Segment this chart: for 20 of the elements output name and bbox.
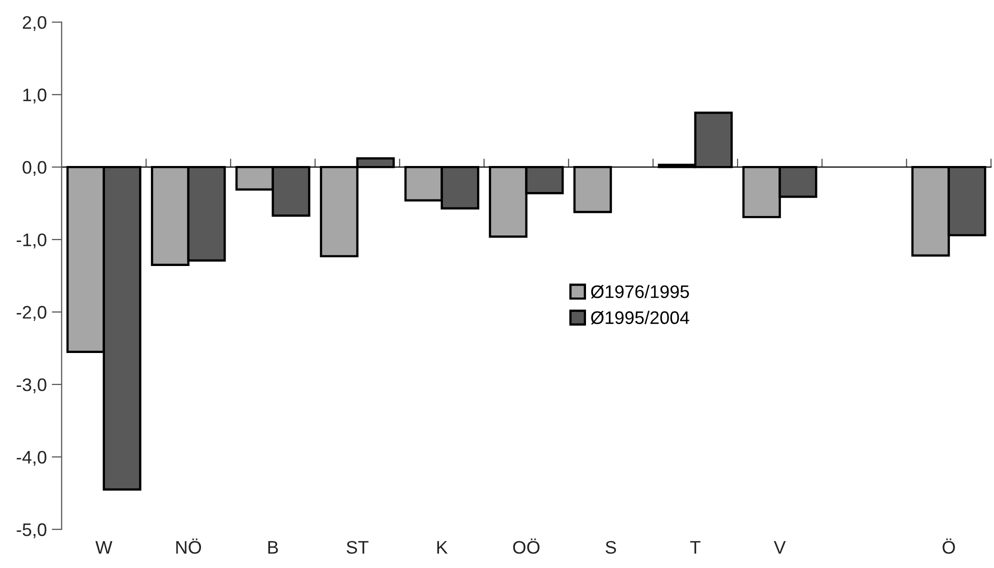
x-tick-label: S [606, 540, 616, 554]
y-tick-label: -5,0 [16, 523, 46, 538]
x-tick-label: ST [346, 540, 368, 554]
x-tick-label: B [268, 541, 278, 554]
y-tick-label: -1,0 [16, 233, 46, 248]
x-tick-label: Ö [942, 538, 955, 554]
y-tick-label: -2,0 [16, 306, 46, 321]
y-tick-label: 1,0 [23, 88, 46, 104]
y-tick-label: -3,0 [16, 378, 46, 394]
y-tick-label: 0,0 [22, 161, 46, 176]
y-tick-label: -4,0 [16, 450, 46, 466]
legend-label: Ø1976/1995 [590, 284, 689, 298]
x-tick-label: OÖ [513, 538, 540, 554]
x-tick-label: W [95, 541, 112, 554]
x-tick-label: V [774, 541, 786, 554]
legend-label: Ø1995/2004 [590, 310, 690, 324]
x-tick-label: T [690, 541, 700, 554]
x-tick-label: NÖ [176, 538, 202, 554]
y-tick-label: 2,0 [22, 16, 46, 32]
x-tick-label: K [437, 541, 448, 554]
